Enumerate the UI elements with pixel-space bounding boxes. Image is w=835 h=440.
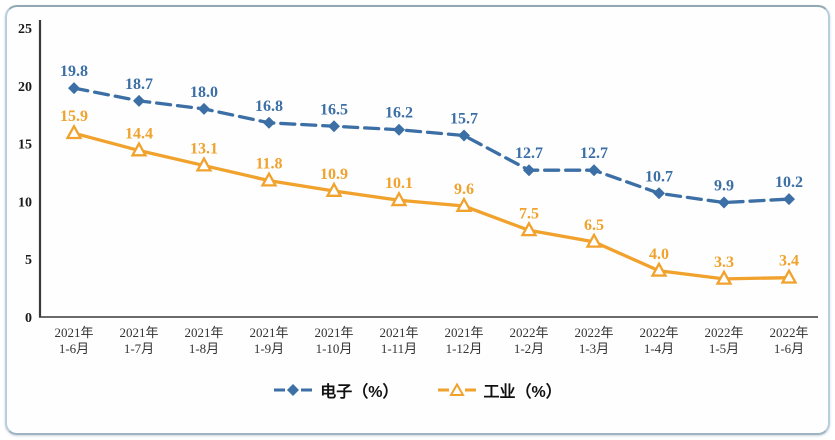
- x-tick-label-year: 2021年: [379, 325, 418, 340]
- series-1: 15.9 14.4 13.1 11.8 10.9 10.1 9.6 7.5 6.5 4.0 3.3 3…: [60, 108, 799, 285]
- data-point-marker: [130, 141, 148, 157]
- data-point-label: 4.0: [649, 246, 669, 263]
- chart-panel: [5, 5, 830, 435]
- data-point-marker: [588, 164, 600, 177]
- data-point-label: 12.7: [515, 145, 543, 162]
- x-tick-label-month: 1-6月: [59, 341, 89, 356]
- data-point-label: 10.9: [320, 166, 348, 183]
- data-point-label: 10.1: [385, 175, 413, 192]
- data-point-label: 12.7: [580, 145, 608, 162]
- x-tick-label-year: 2021年: [54, 325, 93, 340]
- data-point-label: 16.5: [320, 101, 348, 118]
- data-point-marker: [195, 156, 213, 172]
- data-point-label: 10.2: [775, 174, 803, 191]
- chart-legend: 电子（%） 工业（%）: [0, 378, 835, 402]
- data-point-label: 15.7: [450, 111, 478, 128]
- y-tick-label: 15: [18, 138, 32, 153]
- data-point-marker: [65, 123, 83, 140]
- data-point-marker: [458, 129, 470, 142]
- y-tick-label: 0: [25, 311, 32, 326]
- x-tick-label-year: 2022年: [769, 325, 808, 340]
- x-tick-label-month: 1-10月: [316, 341, 353, 356]
- series-0: 19.8 18.7 18.0 16.8 16.5 16.2 15.7 12.7 12.7 10.7…: [60, 63, 803, 209]
- x-tick-label-month: 1-11月: [381, 341, 417, 356]
- y-tick-label: 10: [18, 195, 32, 210]
- series-line: [72, 131, 791, 281]
- data-point-label: 18.0: [190, 84, 218, 101]
- data-point-marker: [260, 171, 278, 187]
- data-point-marker: [650, 261, 668, 277]
- legend-item-electronics: 电子（%）: [273, 378, 399, 402]
- data-point-marker: [133, 94, 145, 107]
- y-tick-label: 20: [18, 80, 32, 95]
- data-point-label: 16.2: [385, 105, 413, 122]
- data-point-label: 16.8: [255, 98, 283, 115]
- data-point-marker: [780, 268, 798, 284]
- x-tick-label-month: 1-7月: [124, 341, 154, 356]
- data-point-marker: [585, 232, 603, 248]
- x-tick-label-month: 1-2月: [514, 341, 544, 356]
- data-point-marker: [325, 181, 343, 197]
- data-point-label: 19.8: [60, 63, 88, 80]
- x-tick-label-year: 2021年: [184, 325, 223, 340]
- data-point-marker: [653, 187, 665, 200]
- industry-legend-marker: [437, 382, 476, 396]
- data-point-marker: [328, 120, 340, 133]
- data-point-marker: [393, 123, 405, 136]
- y-tick-labels: 0 5 10 15 20 25: [18, 22, 32, 326]
- data-point-label: 13.1: [190, 141, 218, 158]
- x-tick-label-year: 2022年: [704, 325, 743, 340]
- x-tick-label-month: 1-9月: [254, 341, 284, 356]
- data-point-marker: [263, 116, 275, 129]
- data-point-marker: [523, 164, 535, 177]
- data-point-label: 9.9: [714, 178, 734, 195]
- data-point-label: 18.7: [125, 76, 153, 93]
- x-tick-label-year: 2021年: [444, 325, 483, 340]
- x-tick-label-month: 1-12月: [446, 341, 483, 356]
- data-point-marker: [783, 193, 795, 206]
- data-point-label: 15.9: [60, 108, 88, 125]
- series-line: [72, 86, 791, 205]
- data-point-marker: [520, 220, 538, 237]
- y-tick-label: 25: [18, 22, 32, 37]
- x-tick-label-month: 1-3月: [579, 341, 609, 356]
- x-tick-label-year: 2021年: [249, 325, 288, 340]
- data-point-label: 3.3: [714, 254, 734, 271]
- electronics-legend-marker: [274, 384, 313, 396]
- x-tick-labels: 2021年1-6月2021年1-7月2021年1-8月2021年1-9月2021…: [54, 325, 808, 356]
- data-point-marker: [715, 269, 733, 285]
- legend-label-industry: 工业（%）: [483, 384, 562, 401]
- legend-label-electronics: 电子（%）: [320, 384, 399, 401]
- x-tick-label-year: 2022年: [509, 325, 548, 340]
- x-tick-label-year: 2022年: [639, 325, 678, 340]
- x-tick-label-year: 2021年: [314, 325, 353, 340]
- data-point-marker: [68, 82, 80, 95]
- data-point-marker: [390, 190, 408, 207]
- x-tick-label-month: 1-5月: [709, 341, 739, 356]
- data-point-label: 11.8: [255, 156, 282, 173]
- x-tick-label-year: 2022年: [574, 325, 613, 340]
- data-point-marker: [718, 196, 730, 209]
- y-tick-label: 5: [25, 253, 32, 268]
- x-tick-label-month: 1-8月: [189, 341, 219, 356]
- legend-item-industry: 工业（%）: [437, 378, 562, 402]
- data-point-marker: [198, 102, 210, 115]
- x-tick-label-month: 1-6月: [774, 341, 804, 356]
- x-tick-label-month: 1-4月: [644, 341, 674, 356]
- data-point-label: 6.5: [584, 217, 604, 234]
- data-point-label: 10.7: [645, 168, 673, 185]
- data-point-marker: [455, 196, 473, 212]
- data-point-label: 3.4: [779, 253, 799, 270]
- x-tick-label-year: 2021年: [119, 325, 158, 340]
- data-point-label: 14.4: [125, 126, 153, 143]
- data-point-label: 7.5: [519, 205, 539, 222]
- data-point-label: 9.6: [454, 181, 474, 198]
- axes: [38, 20, 818, 318]
